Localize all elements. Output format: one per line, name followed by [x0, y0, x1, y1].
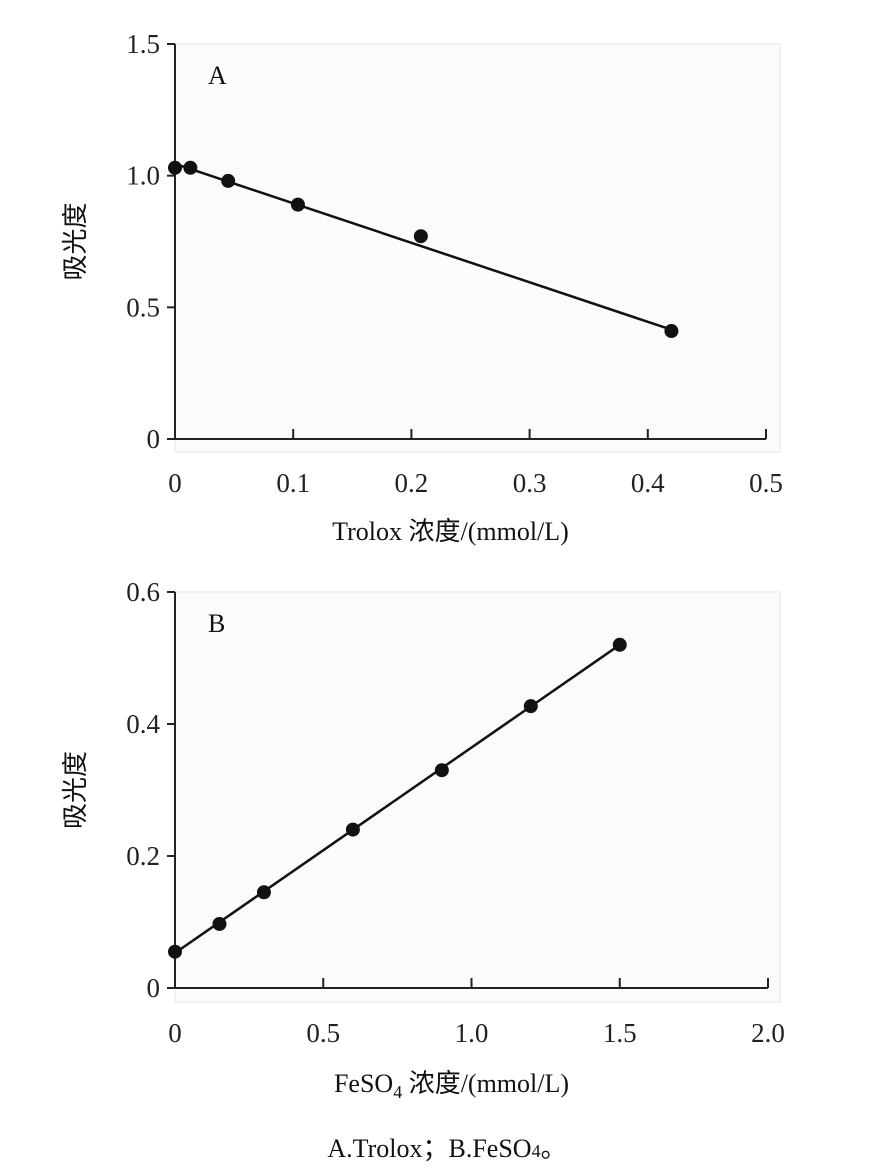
caption-subscript: 4 — [531, 1141, 541, 1161]
panel-a-data-point — [221, 173, 236, 188]
panel-b-data-point — [345, 822, 360, 837]
panel-b-data-point — [212, 916, 227, 931]
panel-b-plot-area — [174, 591, 781, 1003]
panel-a-data-point — [413, 229, 428, 244]
panel-b-label: B — [208, 609, 225, 638]
panel-a-x-tick-label: 0.5 — [749, 468, 783, 498]
panel-a-y-tick-label: 0.5 — [126, 292, 160, 322]
panel-a-x-tick-label: 0.3 — [513, 468, 547, 498]
panel-a-x-tick-label: 0.2 — [395, 468, 429, 498]
panel-a-data-point — [168, 160, 182, 175]
panel-b-x-axis-title: FeSO4 浓度/(mmol/L) — [334, 1069, 569, 1102]
caption-suffix: 。 — [540, 1134, 567, 1163]
panel-b-x-tick-label: 2.0 — [751, 1018, 785, 1048]
panel-b-data-point — [434, 763, 449, 778]
panel-a-fit-line — [174, 162, 672, 331]
panel-a-plot-area — [174, 43, 781, 453]
panel-b-y-tick-label: 0.4 — [126, 709, 160, 739]
panel-b-y-tick-label: 0 — [147, 973, 161, 1003]
panel-a-x-tick-label: 0.1 — [276, 468, 310, 498]
panel-b-data-point — [168, 944, 182, 959]
panel-a-data-point — [664, 324, 679, 339]
panel-b-x-tick-label: 1.5 — [603, 1018, 637, 1048]
panel-a-y-tick-label: 1.0 — [126, 161, 160, 191]
panel-a-y-axis-title: 吸光度 — [61, 202, 90, 280]
panel-b-y-tick-label: 0.2 — [126, 841, 160, 871]
panel-b-x-tick-label: 0 — [168, 1018, 182, 1048]
panel-b-data-point — [256, 885, 271, 900]
panel-a-data-point — [183, 160, 198, 175]
panel-a-data-point — [290, 197, 305, 212]
panel-a-x-axis-title: Trolox 浓度/(mmol/L) — [332, 517, 569, 546]
panel-b-y-tick-label: 0.6 — [126, 577, 160, 607]
panel-a-y-tick-label: 0 — [147, 424, 161, 454]
panel-a-label: A — [208, 61, 227, 90]
panel-b-data-point — [612, 637, 627, 652]
panel-b-data-point — [523, 699, 538, 714]
panel-a-x-tick-label: 0 — [168, 468, 182, 498]
figure-caption: A.Trolox；B.FeSO4。 — [0, 1128, 894, 1165]
caption-text: A.Trolox；B.FeSO — [327, 1134, 532, 1163]
panel-b-fit-line — [174, 643, 621, 955]
panel-b-x-tick-label: 1.0 — [455, 1018, 489, 1048]
panel-a-y-tick-label: 1.5 — [126, 29, 160, 59]
panel-a-x-tick-label: 0.4 — [631, 468, 665, 498]
panel-b-x-tick-label: 0.5 — [306, 1018, 340, 1048]
panel-b-y-axis-title: 吸光度 — [61, 751, 90, 829]
